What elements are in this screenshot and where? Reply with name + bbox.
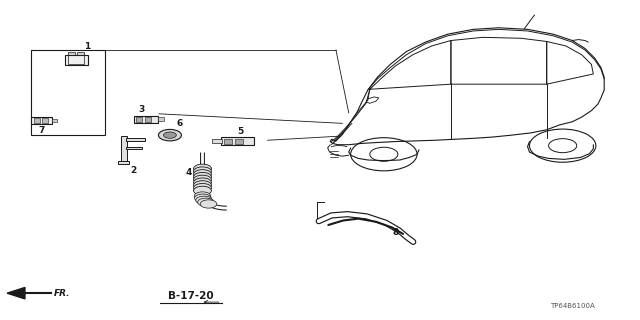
Circle shape xyxy=(193,178,211,187)
Bar xyxy=(235,139,243,144)
Bar xyxy=(212,139,222,143)
Text: 6: 6 xyxy=(176,119,182,128)
Bar xyxy=(158,117,164,121)
Bar xyxy=(31,117,52,124)
Circle shape xyxy=(193,186,211,195)
Text: 2: 2 xyxy=(131,166,137,175)
Circle shape xyxy=(159,129,181,141)
Circle shape xyxy=(194,192,211,200)
Bar xyxy=(65,55,88,65)
Bar xyxy=(52,119,57,122)
Bar xyxy=(121,136,127,162)
Bar xyxy=(118,161,129,164)
Text: FR.: FR. xyxy=(54,289,70,298)
Circle shape xyxy=(193,181,211,190)
Text: 8: 8 xyxy=(392,228,399,237)
Bar xyxy=(42,118,48,123)
Bar xyxy=(126,138,145,141)
Circle shape xyxy=(193,183,211,192)
Text: 3: 3 xyxy=(138,105,144,114)
Polygon shape xyxy=(7,287,25,299)
Bar xyxy=(31,50,105,134)
Bar xyxy=(34,118,40,123)
Circle shape xyxy=(164,132,176,138)
Circle shape xyxy=(196,196,212,204)
Bar xyxy=(221,137,254,145)
Circle shape xyxy=(195,194,211,202)
Bar xyxy=(68,55,84,64)
Circle shape xyxy=(193,175,211,184)
Bar xyxy=(136,117,143,122)
Circle shape xyxy=(193,170,211,179)
Circle shape xyxy=(193,164,211,173)
Text: TP64B6100A: TP64B6100A xyxy=(550,303,595,309)
Text: B-17-20: B-17-20 xyxy=(168,292,214,301)
Text: 4: 4 xyxy=(186,168,192,177)
Text: 7: 7 xyxy=(38,126,45,135)
Bar xyxy=(145,117,152,122)
Text: 1: 1 xyxy=(84,42,90,51)
Bar xyxy=(134,116,158,123)
Bar xyxy=(223,139,232,144)
Bar xyxy=(77,52,84,55)
Circle shape xyxy=(193,172,211,181)
Text: 5: 5 xyxy=(237,127,243,136)
Bar xyxy=(68,52,76,55)
Circle shape xyxy=(193,167,211,176)
Bar xyxy=(126,147,142,149)
Circle shape xyxy=(198,198,214,206)
Circle shape xyxy=(200,200,217,208)
